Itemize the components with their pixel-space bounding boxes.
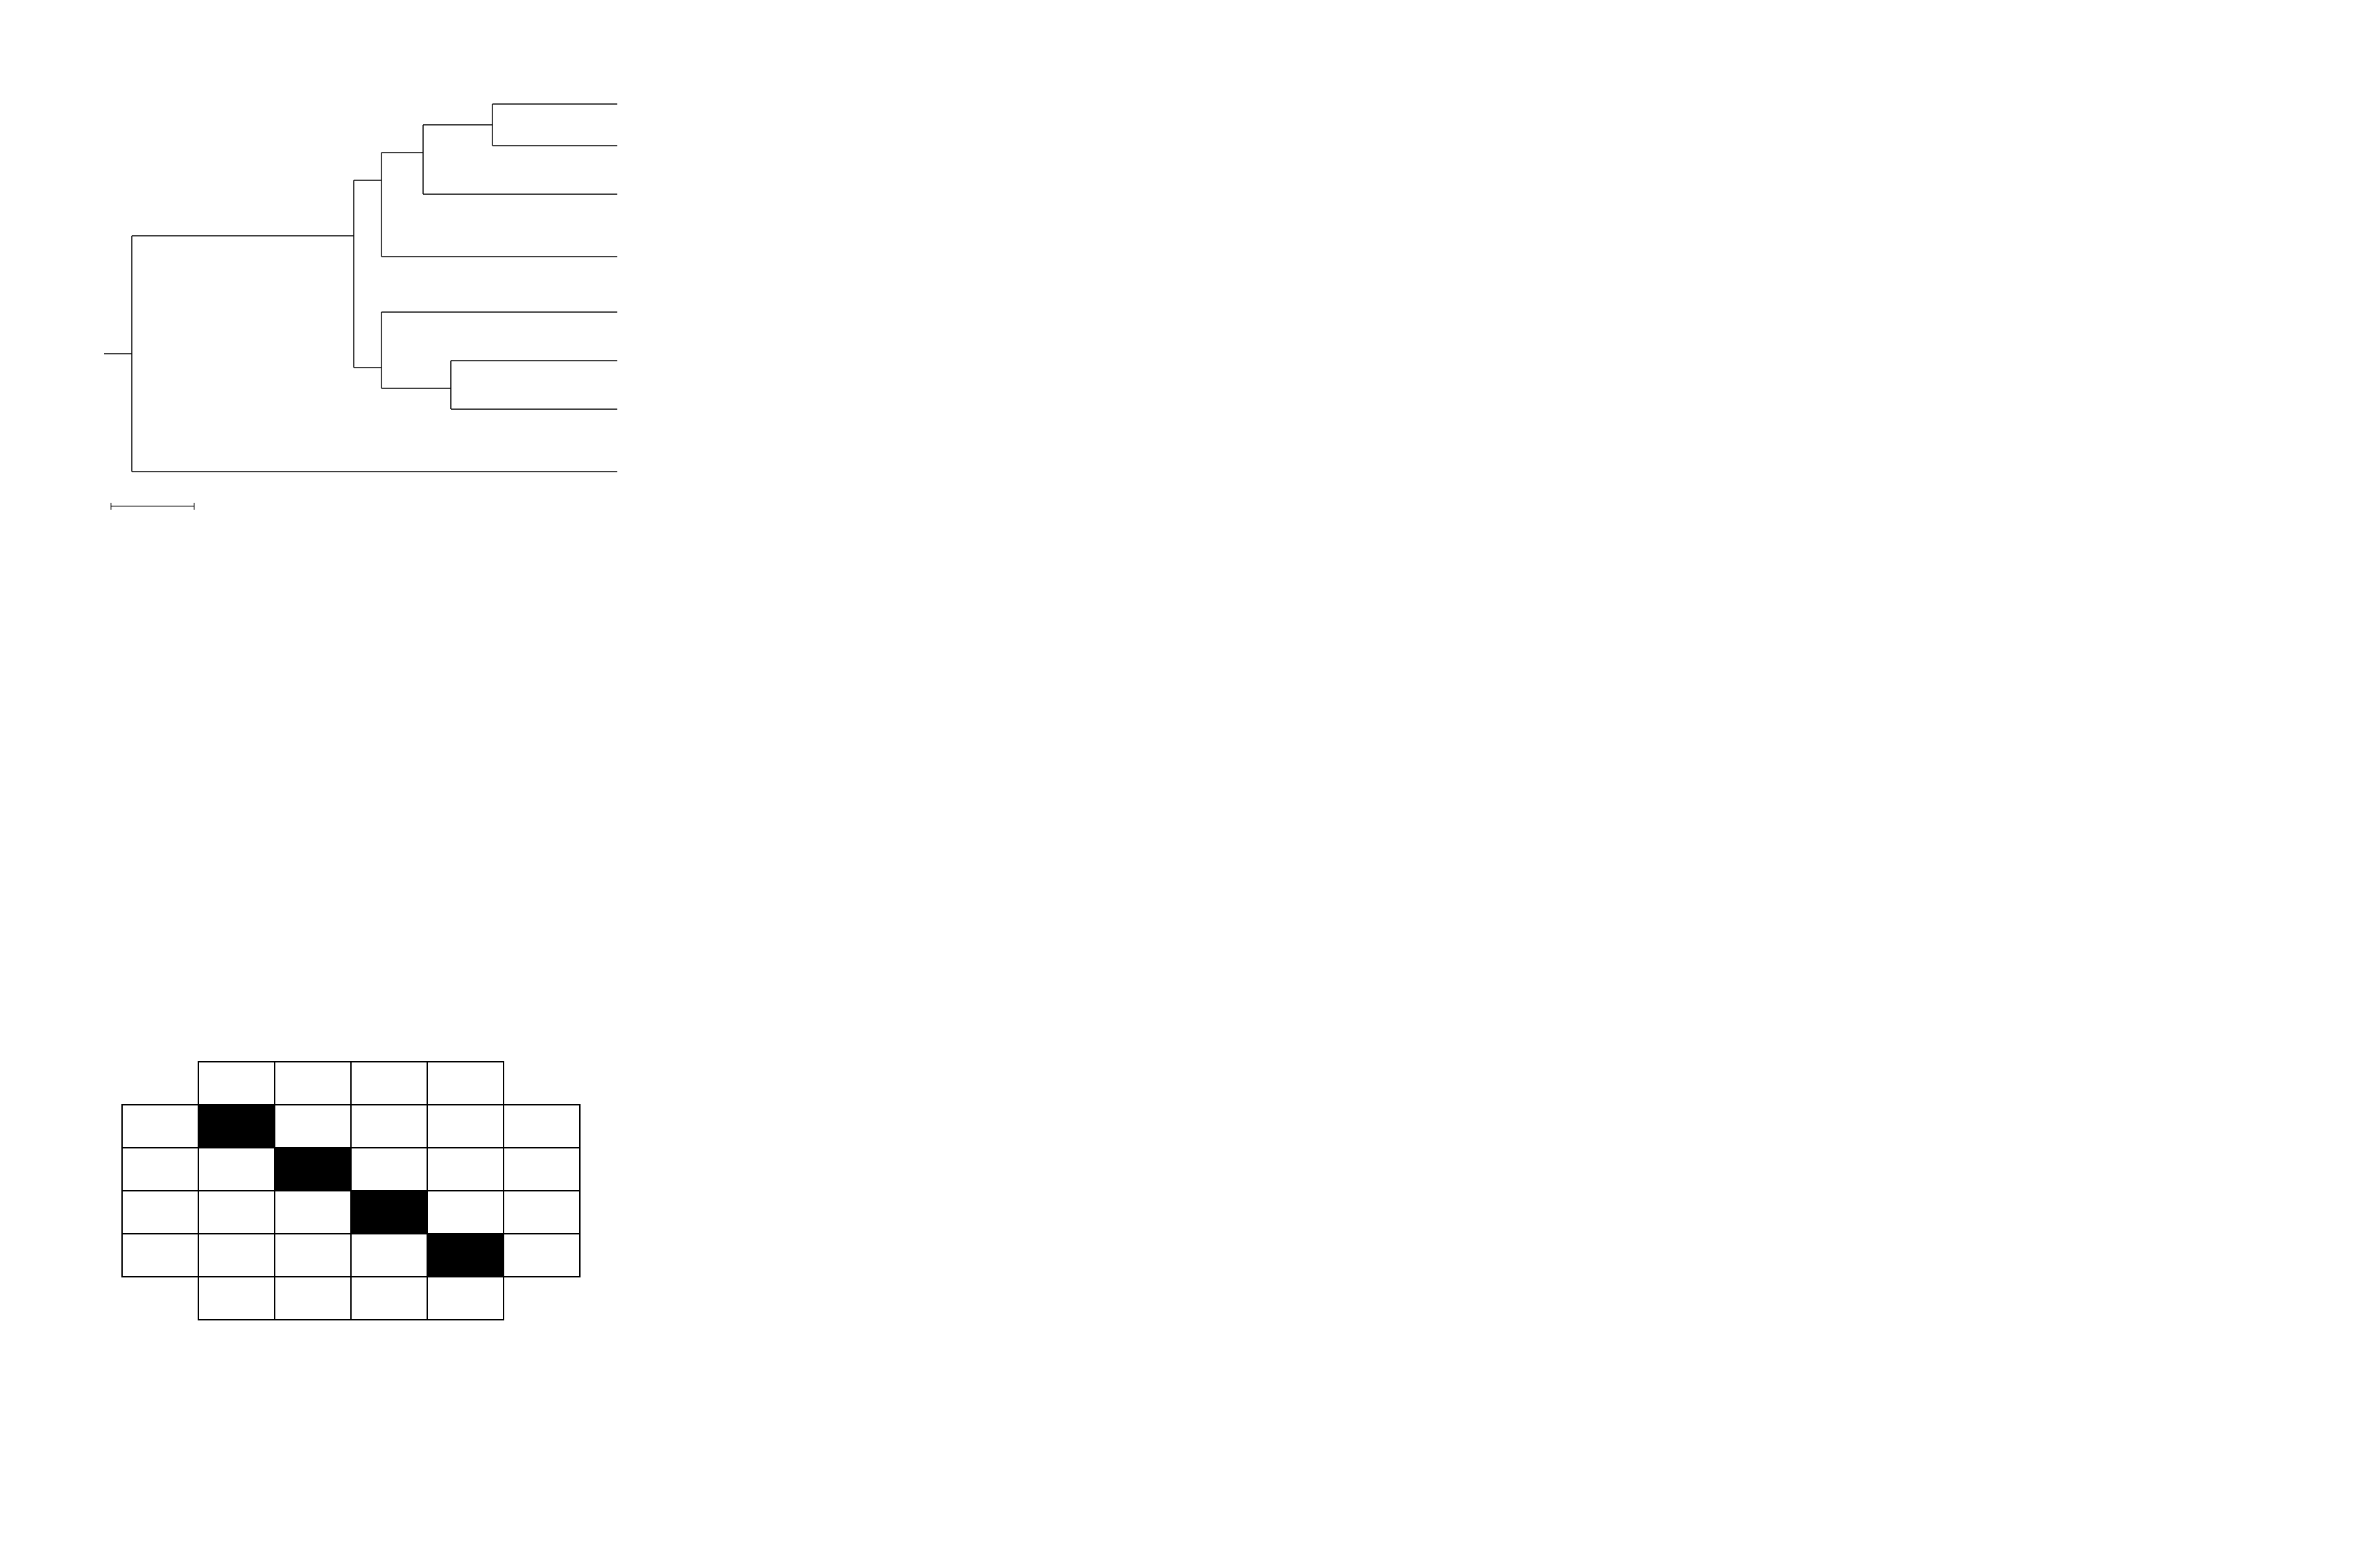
synteny-panel (1040, 971, 2289, 1318)
gene-structure-panel (1040, 21, 2289, 506)
phylo-tree-panel (42, 21, 943, 437)
synteny-lines (1040, 971, 2219, 1283)
identity-panel (42, 1033, 805, 1325)
tree-svg (104, 62, 631, 492)
identity-table (121, 1061, 581, 1320)
scale-bar (104, 499, 201, 520)
alignment-panel (42, 562, 860, 992)
protein-structure-panel (1040, 569, 2150, 915)
